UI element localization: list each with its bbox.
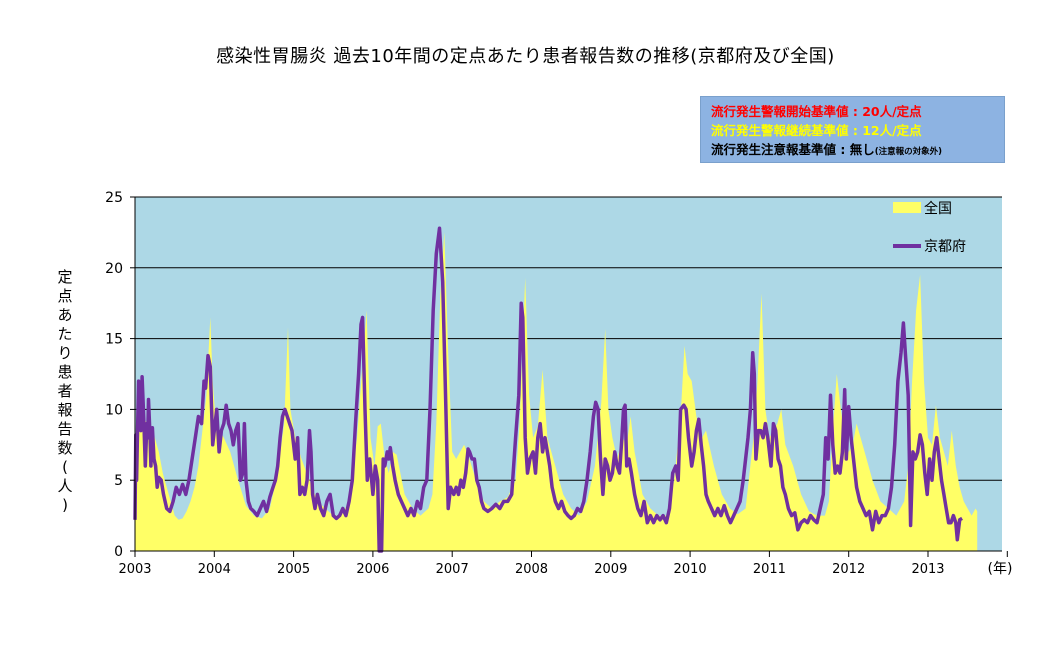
series-kyoto-line	[133, 226, 963, 553]
x-axis-unit: (年)	[988, 561, 1013, 577]
y-axis-label-char: 定	[57, 268, 73, 286]
legend-swatch-national	[893, 202, 921, 213]
x-tick-label: 2004	[198, 562, 231, 577]
x-tick-label: 2013	[911, 562, 944, 577]
chart-title: 感染性胃腸炎 過去10年間の定点あたり患者報告数の推移(京都府及び全国)	[216, 46, 835, 67]
y-axis-label-char: 告	[57, 420, 73, 438]
legend-label-kyoto: 京都府	[924, 239, 966, 255]
y-axis-label-char: 人	[57, 477, 73, 495]
series-national-area	[135, 232, 978, 551]
alert-threshold-box: 流行発生警報開始基準値 : 20人/定点 流行発生警報継続基準値 : 12人/定…	[700, 96, 1005, 163]
y-axis-label-char: 点	[57, 287, 73, 305]
y-axis-label-char: あ	[57, 306, 73, 324]
x-tick-label: 2005	[277, 562, 310, 577]
legend-label-national: 全国	[924, 200, 952, 217]
warning-start-threshold: 流行発生警報開始基準値 : 20人/定点	[711, 104, 922, 119]
x-tick-label: 2008	[515, 562, 548, 577]
y-axis-label: 定点あたり患者報告数(人)	[54, 268, 76, 515]
axes: 0 5 10 15 20 25 2003 2004 2005 2006 2007 2008 2009 20…	[105, 190, 1012, 577]
y-axis-label-char: 患	[57, 363, 73, 381]
x-tick-label: 2003	[118, 562, 151, 577]
x-tick-label: 2009	[594, 562, 627, 577]
y-tick-label: 10	[105, 402, 123, 418]
x-tick-label: 2011	[753, 562, 786, 577]
y-tick-label: 0	[114, 544, 123, 560]
y-axis-label-char: 数	[57, 439, 73, 457]
y-tick-label: 15	[105, 332, 123, 348]
y-axis-label-char: た	[57, 325, 73, 343]
y-tick-label: 20	[105, 261, 123, 277]
y-axis-label-char: 報	[57, 401, 73, 419]
x-tick-label: 2012	[832, 562, 865, 577]
x-tick-label: 2007	[436, 562, 469, 577]
x-tick-label: 2010	[674, 562, 707, 577]
advisory-threshold-main: 流行発生注意報基準値 : 無し	[711, 142, 875, 157]
advisory-threshold: 流行発生注意報基準値 : 無し(注意報の対象外)	[711, 140, 1004, 162]
y-tick-label: 5	[114, 473, 123, 489]
y-axis-label-char: (	[62, 458, 68, 476]
advisory-threshold-note: (注意報の対象外)	[874, 147, 942, 157]
y-axis-label-char: 者	[57, 382, 73, 400]
x-tick-label: 2006	[356, 562, 389, 577]
y-axis-label-char: )	[62, 496, 68, 514]
y-tick-label: 25	[105, 190, 123, 206]
y-axis-label-char: り	[57, 344, 73, 362]
warning-continue-threshold: 流行発生警報継続基準値 : 12人/定点	[711, 123, 922, 138]
